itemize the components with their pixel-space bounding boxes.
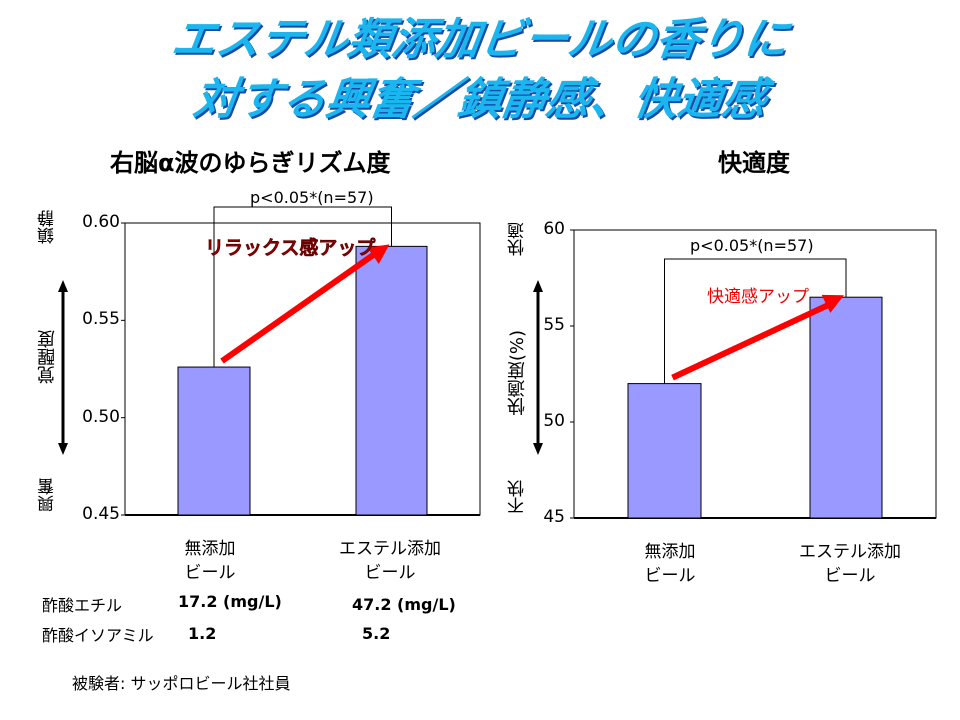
chart1-arrow-head bbox=[367, 244, 390, 264]
chart2-bar-1 bbox=[627, 383, 702, 519]
category-line: エステル添加 bbox=[799, 542, 901, 562]
chart1-ytick-label: 0.55 bbox=[82, 309, 120, 330]
chart1-bar-1 bbox=[177, 366, 251, 516]
chart1-ylabel: 覚醒度 bbox=[37, 330, 58, 384]
chart1-title: 右脳α波のゆらぎリズム度 bbox=[110, 149, 391, 177]
chart1-annotation: リラックス感アップ bbox=[205, 237, 376, 260]
category-line: ビール bbox=[644, 566, 696, 586]
chart2-ytick-label: 45 bbox=[543, 507, 565, 527]
chart2-bar-2 bbox=[809, 296, 883, 519]
chart2-ytick-label: 50 bbox=[543, 411, 565, 431]
chart1-ytick-label: 0.45 bbox=[82, 504, 120, 524]
chart2-arrow-down-icon bbox=[533, 443, 543, 455]
chart2-category-label: エステル添加 ビール bbox=[780, 540, 920, 588]
category-line: ビール bbox=[184, 563, 236, 583]
row-label-ethyl-acetate: 酢酸エチル bbox=[42, 596, 123, 615]
chart2-ylabel-bottom: 不快 bbox=[508, 480, 528, 514]
row-label-isoamyl-acetate: 酢酸イソアミル bbox=[42, 626, 154, 645]
chart1-category-label: エステル添加 ビール bbox=[320, 537, 460, 585]
chart2-significance-label: p<0.05*(n=57) bbox=[690, 236, 814, 255]
category-line: ビール bbox=[824, 566, 876, 586]
chart2-significance-bracket bbox=[664, 258, 847, 384]
chart1-significance-label: p<0.05*(n=57) bbox=[250, 188, 374, 207]
chart1-significance-bracket bbox=[213, 206, 392, 368]
chart1-bar-2 bbox=[355, 245, 428, 516]
chart1-arrow-down-icon bbox=[58, 443, 68, 455]
chart2-arrow-up-icon bbox=[533, 280, 543, 292]
chart2-category-label: 無添加 ビール bbox=[600, 540, 740, 588]
category-line: エステル添加 bbox=[339, 539, 441, 559]
category-line: 無添加 bbox=[184, 539, 236, 559]
chart2-ytick-label: 55 bbox=[543, 315, 565, 335]
chart2-ylabel: 快適度(%) bbox=[507, 330, 528, 416]
chart1-arrow-up-icon bbox=[58, 280, 68, 292]
isoamyl-acetate-ester: 5.2 bbox=[362, 624, 391, 643]
chart2-annotation: 快適感アップ bbox=[707, 287, 809, 307]
chart1-ytick-label: 0.50 bbox=[82, 406, 120, 427]
chart2-ytick-label: 60 bbox=[543, 219, 565, 239]
chart2-trend-arrow bbox=[671, 301, 832, 381]
chart1-category-label: 無添加 ビール bbox=[140, 537, 280, 585]
chart1-trend-arrow bbox=[220, 250, 378, 364]
category-line: 無添加 bbox=[644, 542, 696, 562]
chart1-ytick-label: 0.60 bbox=[82, 212, 120, 232]
footnote: 被験者: サッポロビール社社員 bbox=[72, 674, 291, 693]
chart1-ylabel-bottom: 興奮 bbox=[38, 478, 58, 512]
ethyl-acetate-plain: 17.2 (mg/L) bbox=[178, 592, 282, 611]
isoamyl-acetate-plain: 1.2 bbox=[188, 624, 217, 643]
chart2-arrow-head bbox=[821, 294, 844, 313]
chart2-title: 快適度 bbox=[718, 149, 790, 177]
chart1-ylabel-top: 鎮静 bbox=[38, 210, 58, 244]
ethyl-acetate-ester: 47.2 (mg/L) bbox=[352, 595, 456, 614]
category-line: ビール bbox=[364, 563, 416, 583]
chart2-ylabel-top: 快適 bbox=[508, 222, 528, 256]
